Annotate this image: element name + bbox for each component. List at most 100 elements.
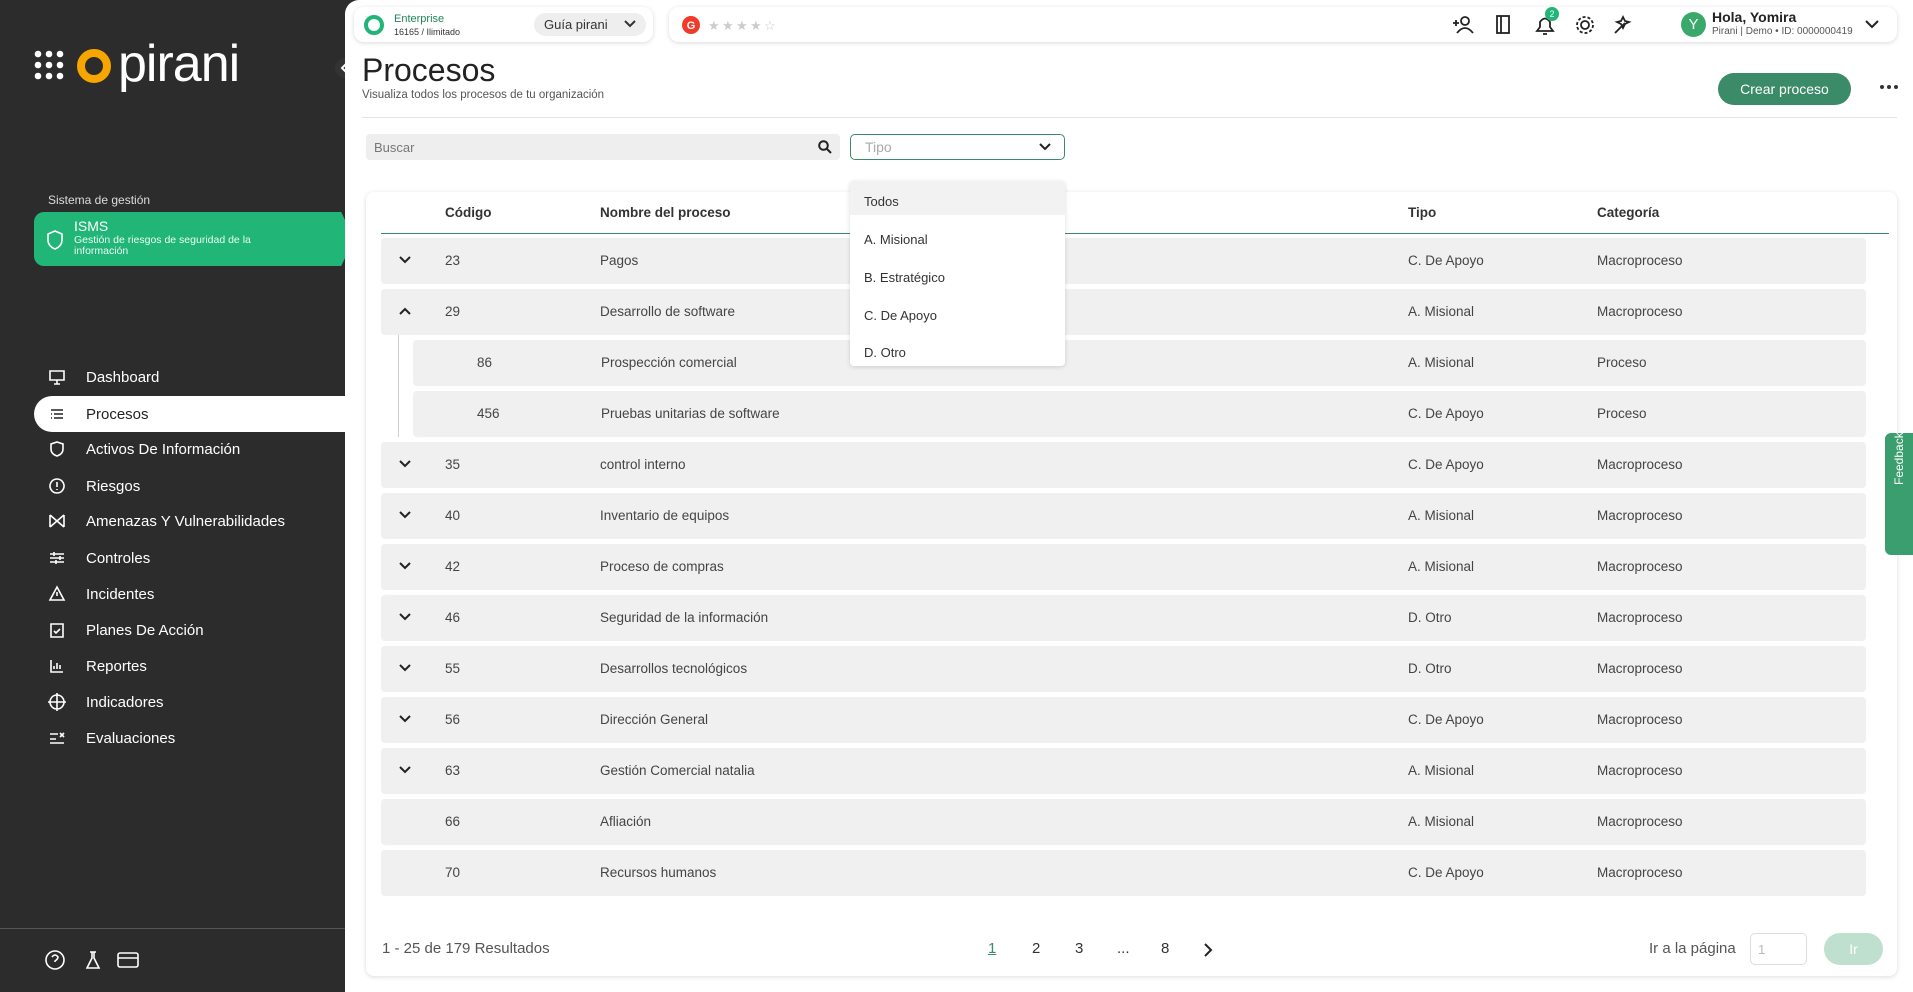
nav-item[interactable]: Indicadores [34,684,345,720]
nav-icon [50,732,65,744]
cell: C. De Apoyo [1408,865,1484,880]
cell: A. Misional [1408,508,1475,523]
nav-label: Riesgos [86,477,141,495]
cell: A. Misional [1408,559,1475,574]
type-option[interactable]: Todos [864,194,899,209]
plan-card: Enterprise 16165 / Ilimitado Guía pirani [354,7,653,42]
goto-button[interactable]: Ir [1824,933,1883,965]
table-row[interactable]: 23 Pagos C. De Apoyo Macroproceso [381,238,1866,284]
cell: Macroproceso [1597,661,1683,676]
cell: Pagos [600,253,639,268]
nav-item[interactable]: Incidentes [34,576,345,612]
page-link[interactable]: 2 [1032,940,1041,957]
cell: 40 [445,508,461,523]
cell: Macroproceso [1597,763,1683,778]
apps-icon[interactable] [34,50,64,80]
footer-icons[interactable] [44,949,144,971]
table-row[interactable]: 35 control interno C. De Apoyo Macroproceso [381,442,1866,488]
cell: Macroproceso [1597,508,1683,523]
option-highlight [850,181,1065,215]
create-button[interactable]: Crear proceso [1718,73,1851,105]
cell: A. Misional [1408,763,1475,778]
table-row[interactable]: 66 Afliación A. Misional Macroproceso [381,799,1866,845]
nav-item[interactable]: Dashboard [34,359,345,395]
nav-item[interactable]: Planes De Acción [34,612,345,648]
type-option[interactable]: D. Otro [864,345,906,360]
type-option[interactable]: B. Estratégico [864,270,945,285]
column-header: Código [445,205,492,220]
feedback-label: Feedback [1892,432,1906,485]
cell: Gestión Comercial natalia [600,763,755,778]
row-toggle[interactable] [399,510,411,520]
nav-item[interactable]: Amenazas Y Vulnerabilidades [34,503,345,539]
system-card[interactable]: ISMS Gestión de riesgos de seguridad de … [34,212,354,266]
account-chevron[interactable] [1865,20,1879,30]
nav-label: Amenazas Y Vulnerabilidades [86,512,286,530]
table-row[interactable]: 46 Seguridad de la información D. Otro Macr… [381,595,1866,641]
row-toggle[interactable] [399,612,411,622]
cell: Macroproceso [1597,457,1683,472]
row-toggle[interactable] [399,663,411,673]
table-row[interactable]: 55 Desarrollos tecnológicos D. Otro Macropr… [381,646,1866,692]
table-row[interactable]: 42 Proceso de compras A. Misional Macroproc… [381,544,1866,590]
row-toggle[interactable] [399,255,411,265]
row-toggle[interactable] [399,561,411,571]
cell: 63 [445,763,461,778]
cell: 42 [445,559,461,574]
nav-item[interactable]: Riesgos [34,468,345,504]
row-toggle[interactable] [399,714,411,724]
divider [0,928,345,929]
nav-icon [50,552,64,564]
page-link[interactable]: 1 [988,940,997,957]
avatar[interactable]: Y [1681,12,1706,37]
nav-icon [50,660,63,673]
nav-item[interactable]: Reportes [34,648,345,684]
svg-text:★: ★ [736,18,748,33]
page-link[interactable]: 3 [1075,940,1084,957]
page-link[interactable]: ... [1117,940,1130,957]
cell: Macroproceso [1597,559,1683,574]
search-input[interactable]: Buscar [366,134,840,160]
notification-badge: 2 [1545,7,1559,21]
row-toggle[interactable] [399,765,411,775]
page-link[interactable]: 8 [1161,940,1170,957]
table-row[interactable]: 456 Pruebas unitarias de software C. De Ap… [413,391,1866,437]
feedback-tab[interactable]: Feedback [1885,432,1913,555]
type-option[interactable]: A. Misional [864,232,928,247]
toolbar-icons[interactable] [1451,13,1671,37]
more-button[interactable] [1879,84,1899,90]
nav-item[interactable]: Evaluaciones [34,720,345,756]
type-select[interactable]: Tipo [850,134,1065,160]
table-row[interactable]: 40 Inventario de equipos A. Misional Macrop… [381,493,1866,539]
cell: 56 [445,712,461,727]
divider [362,117,1897,118]
nav-icon [49,478,65,494]
tree-line [398,386,399,437]
nav-item[interactable]: Controles [34,540,345,576]
table-row[interactable]: 86 Prospección comercial A. Misional Proces… [413,340,1866,386]
cell: 46 [445,610,461,625]
row-toggle[interactable] [399,306,411,316]
cell: 70 [445,865,461,880]
type-option[interactable]: C. De Apoyo [864,308,937,323]
cell: Proceso [1597,355,1647,370]
cell: Inventario de equipos [600,508,730,523]
cell: Desarrollos tecnológicos [600,661,748,676]
guide-select[interactable]: Guía pirani [534,13,646,36]
nav-item[interactable]: Activos De Información [34,431,345,467]
next-page[interactable] [1203,943,1213,957]
nav-icon [51,409,63,419]
nav-icon [50,623,64,638]
rating[interactable]: G ★ ★ ★ ★ ☆ [681,15,781,35]
svg-text:★: ★ [722,18,734,33]
nav-item[interactable]: Procesos [34,396,345,432]
table-row[interactable]: 56 Dirección General C. De Apoyo Macroproce… [381,697,1866,743]
table-row[interactable]: 70 Recursos humanos C. De Apoyo Macroproces… [381,850,1866,896]
goto-input[interactable]: 1 [1750,933,1807,965]
row-toggle[interactable] [399,459,411,469]
cell: Recursos humanos [600,865,717,880]
table-row[interactable]: 29 Desarrollo de software A. Misional Macro… [381,289,1866,335]
table-row[interactable]: 63 Gestión Comercial natalia A. Misional Ma… [381,748,1866,794]
cell: Macroproceso [1597,712,1683,727]
